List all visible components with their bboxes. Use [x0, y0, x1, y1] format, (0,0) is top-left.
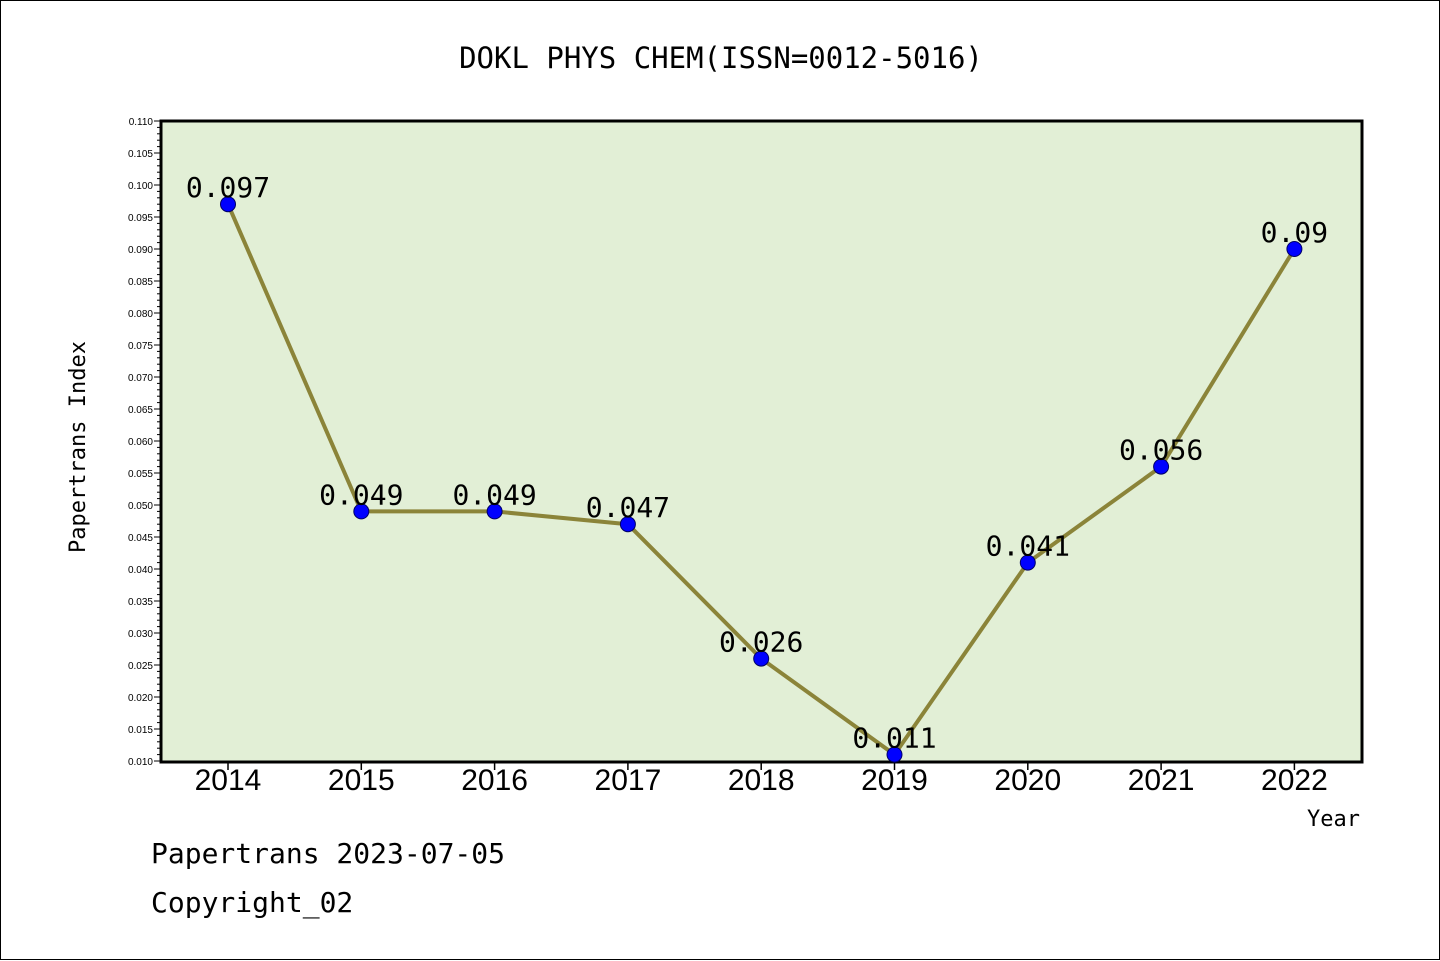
y-axis: 0.010 0.015 0.020 0.025 0.030 0.035 0.040 0.045…	[128, 117, 161, 768]
data-point	[486, 503, 503, 520]
y-tick-label: 0.035	[128, 597, 153, 608]
x-tick-label: 2015	[328, 764, 395, 797]
data-label: 0.047	[586, 491, 670, 524]
data-point	[220, 196, 236, 213]
y-tick-label: 0.070	[128, 373, 153, 384]
data-labels: 0.097 0.049 0.049 0.047 0.026 0.011 0.041 0.056…	[186, 171, 1328, 754]
data-point	[353, 503, 370, 520]
y-tick-label: 0.090	[128, 245, 153, 256]
y-tick-label: 0.065	[128, 405, 153, 416]
x-tick-label: 2014	[195, 764, 262, 797]
x-tick-label: 2018	[728, 764, 795, 797]
y-axis-title: Papertrans Index	[66, 341, 91, 553]
y-tick-label: 0.085	[128, 277, 153, 288]
y-tick-label: 0.055	[128, 469, 153, 480]
footer-copyright: Copyright_02	[151, 886, 354, 919]
data-point	[619, 516, 636, 533]
y-tick-label: 0.050	[128, 501, 153, 512]
y-tick-label: 0.030	[128, 629, 153, 640]
y-tick-label: 0.075	[128, 341, 153, 352]
footer-date: Papertrans 2023-07-05	[151, 837, 506, 870]
data-point	[1019, 554, 1036, 571]
y-tick-label: 0.060	[128, 437, 153, 448]
data-label: 0.056	[1119, 434, 1203, 467]
data-point	[753, 650, 770, 667]
y-tick-label: 0.110	[129, 117, 154, 128]
data-label: 0.011	[852, 722, 936, 755]
x-axis-title: Year	[1307, 807, 1360, 832]
y-tick-label: 0.105	[128, 149, 153, 160]
data-label: 0.097	[186, 171, 270, 204]
x-tick-label: 2022	[1261, 764, 1328, 797]
data-point	[1286, 241, 1303, 257]
data-points	[220, 196, 1303, 763]
y-tick-label: 0.025	[128, 661, 153, 672]
y-tick-label: 0.040	[128, 565, 153, 576]
x-tick-label: 2020	[994, 764, 1061, 797]
chart-title: DOKL PHYS CHEM(ISSN=0012-5016)	[459, 41, 983, 75]
x-tick-label: 2019	[861, 764, 928, 797]
y-tick-label: 0.080	[128, 309, 153, 320]
data-label: 0.041	[986, 530, 1070, 563]
data-label: 0.09	[1261, 216, 1328, 249]
data-point	[1153, 458, 1170, 475]
y-tick-label: 0.010	[128, 757, 153, 768]
y-tick-label: 0.045	[128, 533, 153, 544]
y-tick-label: 0.100	[128, 181, 153, 192]
data-label: 0.049	[452, 478, 536, 511]
y-tick-label: 0.015	[128, 725, 153, 736]
x-tick-label: 2017	[595, 764, 662, 797]
data-label: 0.049	[319, 478, 403, 511]
data-point	[886, 746, 903, 763]
y-tick-label: 0.095	[128, 213, 153, 224]
x-tick-label: 2021	[1128, 764, 1195, 797]
data-label: 0.026	[719, 626, 803, 659]
y-tick-label: 0.020	[128, 693, 153, 704]
x-tick-label: 2016	[461, 764, 528, 797]
x-axis: 2014 2015 2016 2017 2018 2019 2020 2021 2022	[195, 762, 1328, 797]
